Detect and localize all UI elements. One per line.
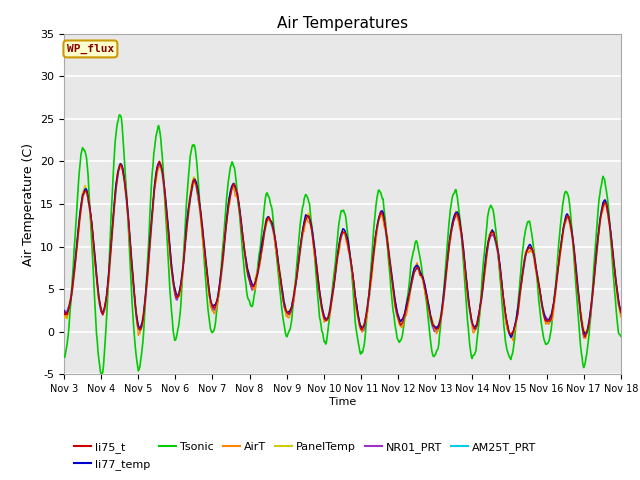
Y-axis label: Air Temperature (C): Air Temperature (C) [22,143,35,265]
Text: WP_flux: WP_flux [67,44,114,54]
X-axis label: Time: Time [329,397,356,407]
Title: Air Temperatures: Air Temperatures [277,16,408,31]
Legend: li75_t, li77_temp, Tsonic, AirT, PanelTemp, NR01_PRT, AM25T_PRT: li75_t, li77_temp, Tsonic, AirT, PanelTe… [70,438,541,474]
